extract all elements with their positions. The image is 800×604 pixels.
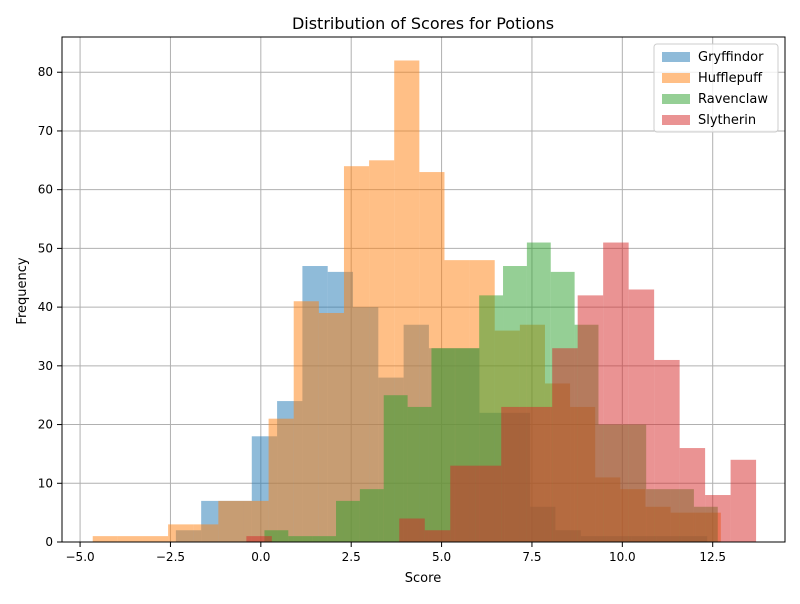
plot-frame [61,36,786,543]
bar-slytherin [552,348,578,542]
bar-hufflepuff [293,301,319,542]
legend-label-ravenclaw: Ravenclaw [698,92,768,107]
bar-ravenclaw [359,489,384,542]
legend-swatch-gryffindor [662,52,690,62]
bar-slytherin [501,406,527,542]
x-axis-ticks: −5.0 −2.5 0.0 2.5 5.0 7.5 10.0 12.5 [66,542,726,564]
bar-hufflepuff [92,536,118,542]
y-tick-label: 40 [38,300,53,314]
bars [92,60,757,543]
bar-slytherin [730,459,757,542]
bar-hufflepuff [218,500,244,542]
bar-ravenclaw [312,536,337,542]
bar-hufflepuff [243,500,269,542]
bar-ravenclaw [288,536,313,542]
bar-ravenclaw [407,406,432,542]
x-tick-label: 0.0 [251,550,270,564]
y-axis-ticks: 0 10 20 30 40 50 60 70 80 [38,65,62,549]
legend-swatch-hufflepuff [662,73,690,83]
bar-ravenclaw [383,395,408,542]
x-tick-label: −2.5 [156,550,185,564]
bar-slytherin [603,242,629,542]
y-axis-label: Frequency [15,257,30,324]
x-axis-label: Score [405,571,441,586]
y-tick-label: 20 [38,418,53,432]
x-tick-label: 5.0 [432,550,451,564]
bar-ravenclaw [431,348,456,542]
bar-hufflepuff [142,536,169,542]
x-tick-label: 12.5 [699,550,726,564]
bar-slytherin [399,518,425,542]
y-tick-label: 10 [38,476,53,490]
bar-hufflepuff [193,524,219,542]
y-tick-label: 60 [38,183,53,197]
bar-hufflepuff [343,166,370,543]
bar-ravenclaw [336,500,360,542]
bar-hufflepuff [268,418,294,542]
bar-slytherin [705,495,731,542]
x-tick-label: −5.0 [66,550,95,564]
x-tick-label: 2.5 [342,550,361,564]
y-tick-label: 0 [45,535,53,549]
y-tick-label: 70 [38,124,53,138]
bar-slytherin [654,359,680,542]
y-tick-label: 50 [38,241,53,255]
legend-label-slytherin: Slytherin [698,113,756,128]
bar-hufflepuff [117,536,143,542]
legend-swatch-ravenclaw [662,94,690,104]
bar-slytherin [450,465,476,542]
bar-slytherin [628,289,655,542]
bar-ravenclaw [264,530,289,542]
bar-hufflepuff [168,524,194,542]
y-tick-label: 30 [38,359,53,373]
legend-box [653,43,779,133]
x-tick-label: 7.5 [522,550,541,564]
bar-slytherin [475,465,502,542]
x-tick-label: 10.0 [609,550,636,564]
bar-slytherin [526,406,553,542]
legend-label-gryffindor: Gryffindor [698,50,764,65]
bar-slytherin [577,295,604,542]
y-tick-label: 80 [38,65,53,79]
legend: Gryffindor Hufflepuff Ravenclaw Slytherin [653,43,779,133]
legend-swatch-slytherin [662,115,690,125]
bar-slytherin [424,530,451,542]
legend-label-hufflepuff: Hufflepuff [698,71,763,86]
bar-slytherin [679,448,706,542]
bar-slytherin [246,536,272,542]
chart-title: Distribution of Scores for Potions [292,14,554,33]
